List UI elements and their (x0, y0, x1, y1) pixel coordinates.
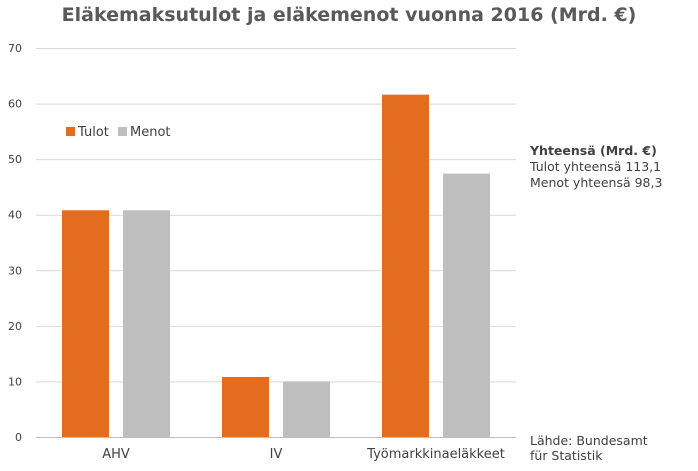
y-tick-label: 40 (8, 209, 22, 222)
x-category-label: AHV (102, 447, 130, 462)
x-category-label: Työmarkkinaeläkkeet (366, 447, 505, 462)
x-axis-categories: AHV IV Työmarkkinaeläkkeet (102, 447, 505, 462)
bar-menot-työmarkkinaeläkkeet (443, 173, 490, 437)
legend-swatch-tulot (66, 127, 75, 136)
totals-income: Tulot yhteensä 113,1 (530, 159, 662, 174)
source-line-2: für Statistik (530, 448, 603, 463)
y-tick-label: 20 (8, 320, 22, 333)
bar-menot-iv (283, 381, 330, 437)
bar-tulot-ahv (62, 210, 109, 437)
bar-tulot-työmarkkinaeläkkeet (382, 94, 429, 438)
y-axis-ticks: 0 10 20 30 40 50 60 70 (8, 42, 22, 444)
totals-title: Yhteensä (Mrd. €) (530, 143, 657, 158)
bar-tulot-iv (222, 376, 269, 437)
legend-label-menot: Menot (130, 125, 171, 140)
y-tick-label: 10 (8, 375, 22, 388)
source-note: Lähde: Bundesamt für Statistik (530, 433, 648, 463)
legend-label-tulot: Tulot (77, 125, 109, 140)
legend: Tulot Menot (66, 125, 171, 140)
source-line-1: Lähde: Bundesamt (530, 433, 648, 448)
y-tick-label: 70 (8, 42, 22, 55)
x-category-label: IV (270, 447, 283, 462)
y-tick-label: 60 (8, 98, 22, 111)
totals-box: Yhteensä (Mrd. €) Tulot yhteensä 113,1 M… (530, 143, 662, 191)
totals-expenses: Menot yhteensä 98,3 (530, 175, 663, 190)
y-tick-label: 50 (8, 153, 22, 166)
chart-title: Eläkemaksutulot ja eläkemenot vuonna 201… (61, 4, 637, 26)
y-tick-label: 0 (15, 431, 22, 444)
bars (62, 94, 490, 438)
gridlines (36, 48, 516, 438)
legend-swatch-menot (118, 127, 127, 136)
bar-menot-ahv (123, 210, 170, 437)
y-tick-label: 30 (8, 264, 22, 277)
